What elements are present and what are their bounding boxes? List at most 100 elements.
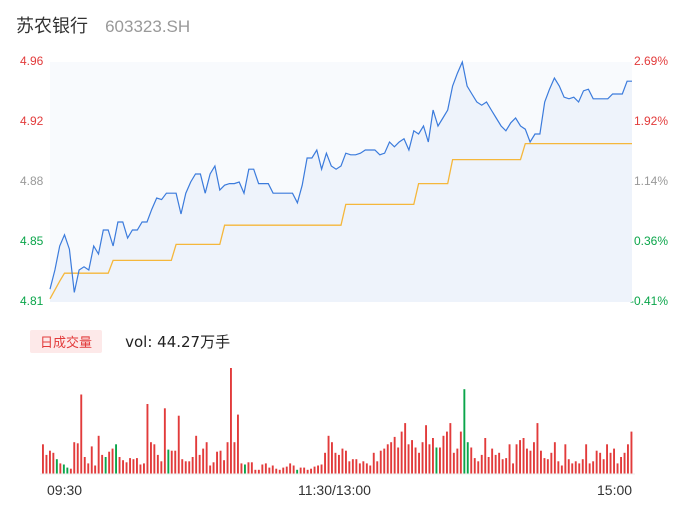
x-tick-label: 11:30/13:00: [298, 482, 371, 498]
volume-bar: [292, 465, 295, 474]
volume-bar: [198, 454, 201, 474]
volume-tab[interactable]: 日成交量: [30, 330, 103, 353]
volume-bar: [153, 444, 156, 474]
volume-bar: [160, 461, 163, 474]
volume-bar: [546, 459, 549, 474]
volume-bar: [125, 462, 128, 474]
volume-bar: [553, 442, 556, 474]
volume-bar: [101, 454, 104, 474]
volume-bar: [606, 444, 608, 474]
volume-bar: [512, 463, 514, 474]
pct-tick-label: -0.41%: [629, 294, 668, 308]
volume-bar: [76, 443, 79, 474]
pct-tick-label: 1.14%: [633, 174, 668, 188]
price-tick-label: 4.92: [20, 114, 44, 128]
volume-bar: [386, 444, 389, 474]
volume-bar: [320, 464, 323, 474]
volume-bar: [303, 467, 306, 474]
volume-bar: [487, 457, 490, 474]
volume-bar: [268, 467, 271, 474]
volume-bar: [184, 461, 187, 474]
volume-bar: [428, 444, 431, 474]
volume-bar: [540, 450, 542, 474]
price-tick-label: 4.81: [20, 294, 44, 308]
price-line: [49, 60, 632, 293]
volume-bar: [306, 469, 309, 474]
volume-bar: [247, 462, 250, 474]
volume-bar: [97, 435, 100, 474]
volume-bar: [620, 457, 622, 474]
volume-bar: [543, 458, 546, 474]
x-tick-label: 09:30: [47, 482, 83, 498]
volume-bar: [150, 442, 152, 474]
volume-bar: [425, 425, 427, 474]
volume-bar: [334, 452, 337, 474]
volume-bar: [327, 435, 330, 474]
volume-bar: [146, 404, 149, 474]
volume-bar: [630, 431, 633, 474]
volume-bar: [174, 450, 177, 474]
volume-bar: [578, 463, 581, 474]
volume-bar: [613, 448, 615, 474]
pct-tick-label: 2.69%: [633, 54, 668, 68]
x-tick-label: 15:00: [597, 482, 633, 498]
volume-bar: [139, 464, 142, 474]
volume-bar: [59, 463, 62, 474]
price-tick-label: 4.88: [20, 174, 44, 188]
volume-bar: [202, 448, 205, 474]
volume-bar: [205, 442, 208, 474]
stock-header: 苏农银行 603323.SH: [16, 12, 190, 40]
volume-bar: [83, 457, 86, 474]
volume-bar: [156, 454, 159, 474]
volume-bar: [188, 461, 191, 474]
volume-bar: [466, 442, 469, 474]
volume-bar: [407, 444, 410, 474]
volume-bar: [271, 465, 274, 474]
volume-bar: [136, 458, 138, 474]
volume-bar: [223, 460, 225, 474]
volume-bar: [459, 431, 462, 474]
volume-bar: [526, 448, 528, 474]
volume-bar: [275, 468, 278, 474]
volume-bar: [351, 459, 354, 474]
volume-bar: [564, 444, 567, 474]
volume-bar: [73, 442, 76, 474]
volume-readout: vol: 44.27万手: [125, 333, 231, 351]
volume-bar: [80, 394, 83, 474]
volume-bar: [379, 450, 382, 474]
average-price-line: [49, 142, 632, 300]
stock-code: 603323.SH: [105, 17, 191, 36]
volume-bar: [480, 454, 483, 474]
volume-bar: [240, 463, 243, 474]
volume-bar: [477, 461, 480, 474]
volume-bar: [69, 468, 72, 474]
volume-bar: [212, 462, 215, 474]
volume-bar: [491, 448, 494, 474]
volume-bar: [383, 448, 386, 474]
volume-bar: [627, 444, 629, 474]
volume-bar: [170, 450, 173, 474]
volume-bar: [557, 461, 560, 474]
volume-bar: [376, 461, 379, 474]
volume-bar: [616, 463, 619, 474]
volume-bar: [567, 459, 570, 474]
volume-bar: [550, 452, 553, 474]
volume-bar: [45, 454, 48, 474]
volume-bar: [230, 368, 232, 474]
volume-bar: [397, 447, 400, 474]
volume-bar: [191, 457, 194, 474]
volume-bar: [237, 414, 239, 474]
volume-bar: [317, 465, 319, 474]
volume-bar: [362, 461, 365, 474]
volume-bar: [108, 451, 111, 474]
stock-name: 苏农银行: [16, 16, 88, 37]
volume-bar: [439, 447, 441, 474]
price-area-fill: [50, 62, 632, 302]
volume-bar: [571, 463, 574, 474]
volume-bar: [418, 452, 420, 474]
volume-bar: [163, 408, 166, 474]
volume-bar: [456, 448, 459, 474]
volume-bar: [519, 440, 521, 474]
volume-bar: [52, 452, 55, 474]
volume-bar: [529, 450, 532, 474]
